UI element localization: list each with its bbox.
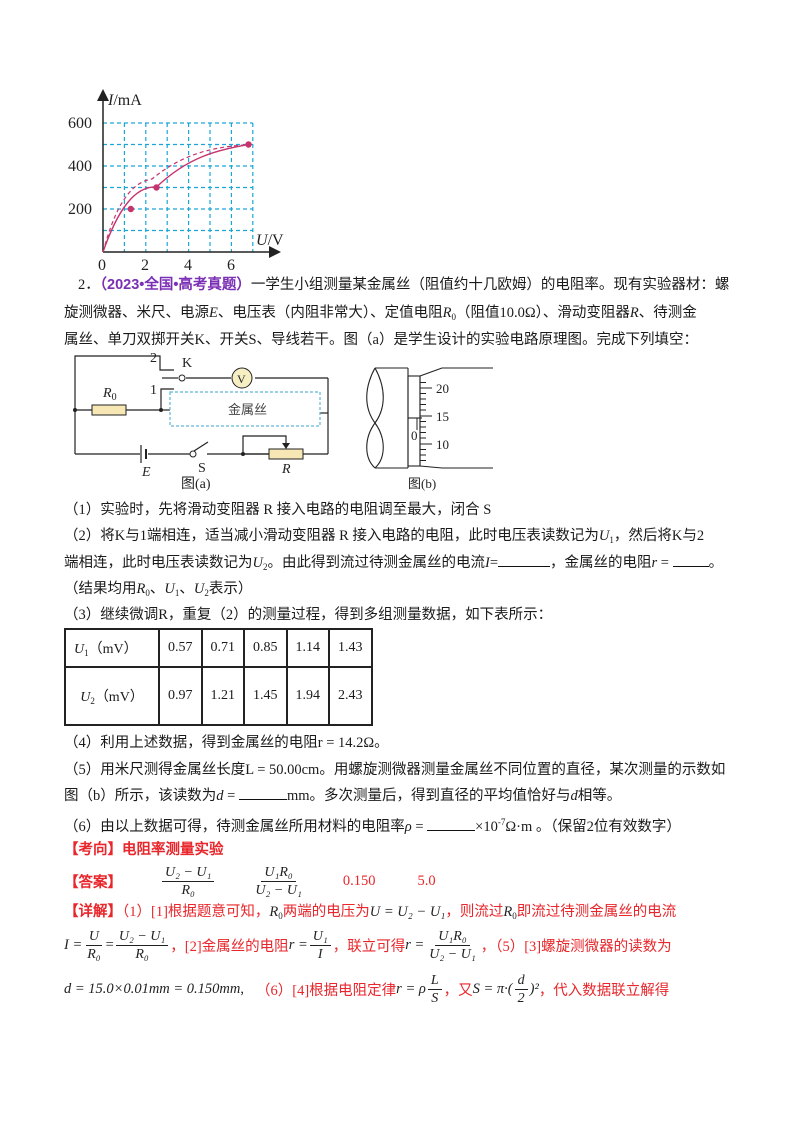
switch-s-pivot [189,450,197,458]
circuit-diagram-a: 2 1 K V R0 金属丝 E S R 图(a) [73,351,329,492]
table-cell: 2.43 [328,666,373,726]
step-2-line1: （2）将K与1端相连，适当减小滑动变阻器 R 接入电路的电阻，此时电压表读数记为… [64,528,705,545]
step-2-note: （结果均用R0、U1、U2表示） [64,581,253,598]
dashed-curve [104,143,249,246]
row-header: U2（mV） [64,666,160,726]
measurement-table: U1（mV） 0.57 0.71 0.85 1.14 1.43 U2（mV） 0… [64,628,373,726]
y-tick: 400 [68,158,92,175]
svg-text:R0: R0 [102,386,117,403]
y-tick: 600 [68,115,92,132]
x-tick: 6 [227,257,235,274]
table-cell: 1.94 [285,666,330,726]
x-tick: 2 [141,257,149,274]
diameter-blank[interactable] [238,787,287,800]
row-header: U1（mV） [64,628,160,668]
answer-4: 5.0 [417,872,436,889]
source-tag: （2023•全国•高考真题） [99,277,251,293]
step-3: （3）继续微调R，重复（2）的测量过程，得到多组测量数据，如下表所示： [64,607,553,623]
step-1: （1）实验时，先将滑动变阻器 R 接入电路的电阻调至最大，闭合 S [64,502,492,518]
table-cell: 1.45 [243,666,288,726]
explanation-line1: 【详解】（1）[1]根据题意可知，R0两端的电压为U = U₂ − U₁，则流过… [64,904,677,921]
table-cell: 0.97 [158,666,203,726]
answer-2: U₁R₀ U₂ − U₁ [255,864,302,898]
question-number: 2． [78,277,100,293]
svg-text:15: 15 [436,409,449,424]
svg-text:0: 0 [411,428,418,443]
explanation-line3: d = 15.0×0.01mm = 0.150mm, （6）[4]根据电阻定律 r… [64,972,670,1006]
resistance-blank[interactable] [672,554,709,567]
explanation-line2: I = U R₀ = U₂ − U₁ R₀ ，[2]金属丝的电阻 r = U₁ I ，联立… [64,928,672,962]
svg-text:1: 1 [150,383,157,398]
table-cell: 1.21 [200,666,245,726]
y-tick: 200 [68,201,92,218]
data-point [245,141,252,148]
answer-3: 0.150 [342,872,376,889]
step-4: （4）利用上述数据，得到金属丝的电阻r = 14.2Ω。 [64,735,389,751]
chart-grid [103,122,254,252]
x-tick: 4 [184,257,192,274]
table-cell: 1.14 [285,628,330,668]
data-point [127,205,134,213]
r0-resistor [91,404,127,416]
voltmeter [231,367,253,389]
x-axis-label: U/V [256,232,284,249]
svg-text:E: E [141,465,151,480]
kaoxiang: 【考向】电阻率测量实验 [64,842,224,858]
table-cell: 0.57 [158,628,203,668]
question-intro-line3: 属丝、单刀双掷开关K、开关S、导线若干。图（a）是学生设计的实验电路原理图。完成… [64,332,698,348]
table-row: U1（mV） 0.57 0.71 0.85 1.14 1.43 [64,628,373,668]
svg-text:V: V [237,372,246,386]
y-axis-label: I/mA [107,92,142,109]
data-point [153,184,160,191]
answer-row: 【答案】 U₂ − U₁ R₀ U₁R₀ U₂ − U₁ 0.150 5.0 [64,864,436,899]
svg-text:2: 2 [150,351,157,366]
figure-a-caption: 图(a) [181,477,211,492]
question-intro-line2: 旋测微器、米尺、电源E、电压表（内阻非常大）、定值电阻R0（阻值10.0Ω）、滑… [64,305,697,322]
step-2-line2: 端相连，此时电压表读数记为U2。由此得到流过待测金属丝的电流I= ，金属丝的电阻r… [64,554,724,572]
x-tick: 0 [98,257,106,274]
current-blank[interactable] [498,554,551,567]
step-5-line2: 图（b）所示，该读数为d = mm。多次测量后，得到直径的平均值恰好与d相等。 [64,787,622,804]
svg-text:金属丝: 金属丝 [228,402,267,417]
svg-text:K: K [182,356,192,371]
step-5-line1: （5）用米尺测得金属丝长度L = 50.00cm。用螺旋测微器测量金属丝不同位置… [64,762,726,778]
resistivity-blank[interactable] [427,818,476,831]
svg-text:20: 20 [436,381,449,396]
table-cell: 0.85 [243,628,288,668]
svg-text:R: R [281,462,291,477]
metal-wire-box [169,391,321,427]
step-6: （6）由以上数据可得，待测金属丝所用材料的电阻率ρ = ×10-7Ω·m 。（保… [64,817,681,835]
table-cell: 0.71 [200,628,245,668]
svg-text:S: S [198,461,206,476]
question-intro-line1: 2．（2023•全国•高考真题）一学生小组测量某金属丝（阻值约十几欧姆）的电阻率… [78,277,730,293]
micrometer-figure-b: 20 15 10 0 图(b) [366,367,493,491]
i-u-chart: I/mA 600 400 200 U/V 0 2 4 6 [68,89,284,274]
rheostat-r [268,448,304,460]
svg-text:10: 10 [436,437,449,452]
figure-b-caption: 图(b) [408,476,436,491]
switch-k-pivot [178,374,186,382]
answer-1: U₂ − U₁ R₀ [162,864,215,899]
table-cell: 1.43 [328,628,373,668]
table-row: U2（mV） 0.97 1.21 1.45 1.94 2.43 [64,666,373,726]
